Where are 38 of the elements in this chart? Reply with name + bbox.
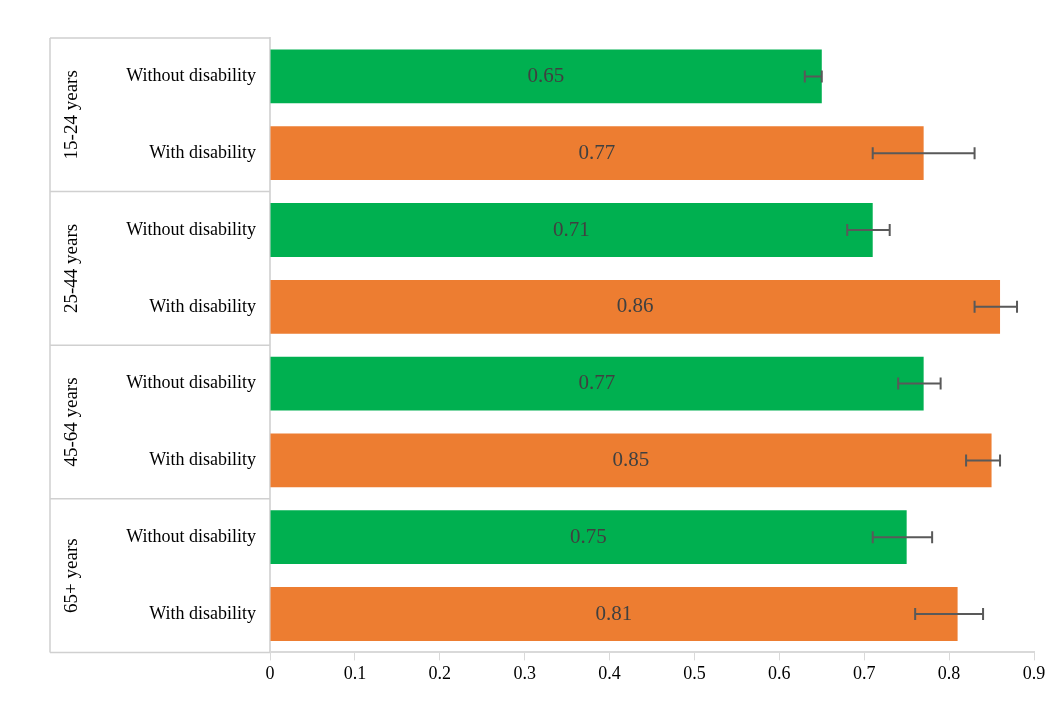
text: 45-64 years <box>59 377 81 467</box>
data-label: 0.85 <box>612 446 650 471</box>
text: 25-44 years <box>59 223 81 313</box>
data-label: 0.86 <box>616 293 654 318</box>
y-tick-label: With disability <box>149 449 256 470</box>
y-tick-label: Without disability <box>126 525 256 546</box>
bar <box>270 356 924 411</box>
x-tick-label: 0.7 <box>852 662 876 683</box>
y-tick-label: With disability <box>149 295 256 316</box>
x-tick-label: 0 <box>265 662 275 683</box>
x-tick-label: 0.6 <box>768 662 791 683</box>
y-tick-label: Without disability <box>126 65 256 86</box>
bar <box>270 510 907 565</box>
x-tick-label: 0.3 <box>513 662 536 683</box>
bar <box>270 279 1001 334</box>
text: 15-24 years <box>59 70 81 160</box>
data-label: 0.77 <box>578 139 616 164</box>
data-label: 0.81 <box>595 600 633 625</box>
data-label: 0.71 <box>552 216 590 241</box>
x-tick-label: 0.4 <box>598 662 621 683</box>
bar <box>270 433 992 488</box>
y-tick-label: With disability <box>149 602 256 623</box>
x-tick-label: 0.9 <box>1022 662 1046 683</box>
y-tick-label: Without disability <box>126 372 256 393</box>
bar <box>270 49 822 104</box>
x-tick-label: 0.8 <box>937 662 961 683</box>
x-tick-label: 0.2 <box>428 662 452 683</box>
x-tick-label: 0.5 <box>683 662 706 683</box>
bar <box>270 587 958 641</box>
bar <box>270 126 924 181</box>
y-tick-label: With disability <box>149 141 256 162</box>
data-label: 0.77 <box>578 370 616 395</box>
y-tick-label: Without disability <box>126 218 256 239</box>
data-label: 0.65 <box>527 62 565 87</box>
bar <box>270 203 873 257</box>
x-tick-label: 0.1 <box>343 662 367 683</box>
data-label: 0.75 <box>569 523 607 548</box>
text: 65+ years <box>59 538 81 613</box>
